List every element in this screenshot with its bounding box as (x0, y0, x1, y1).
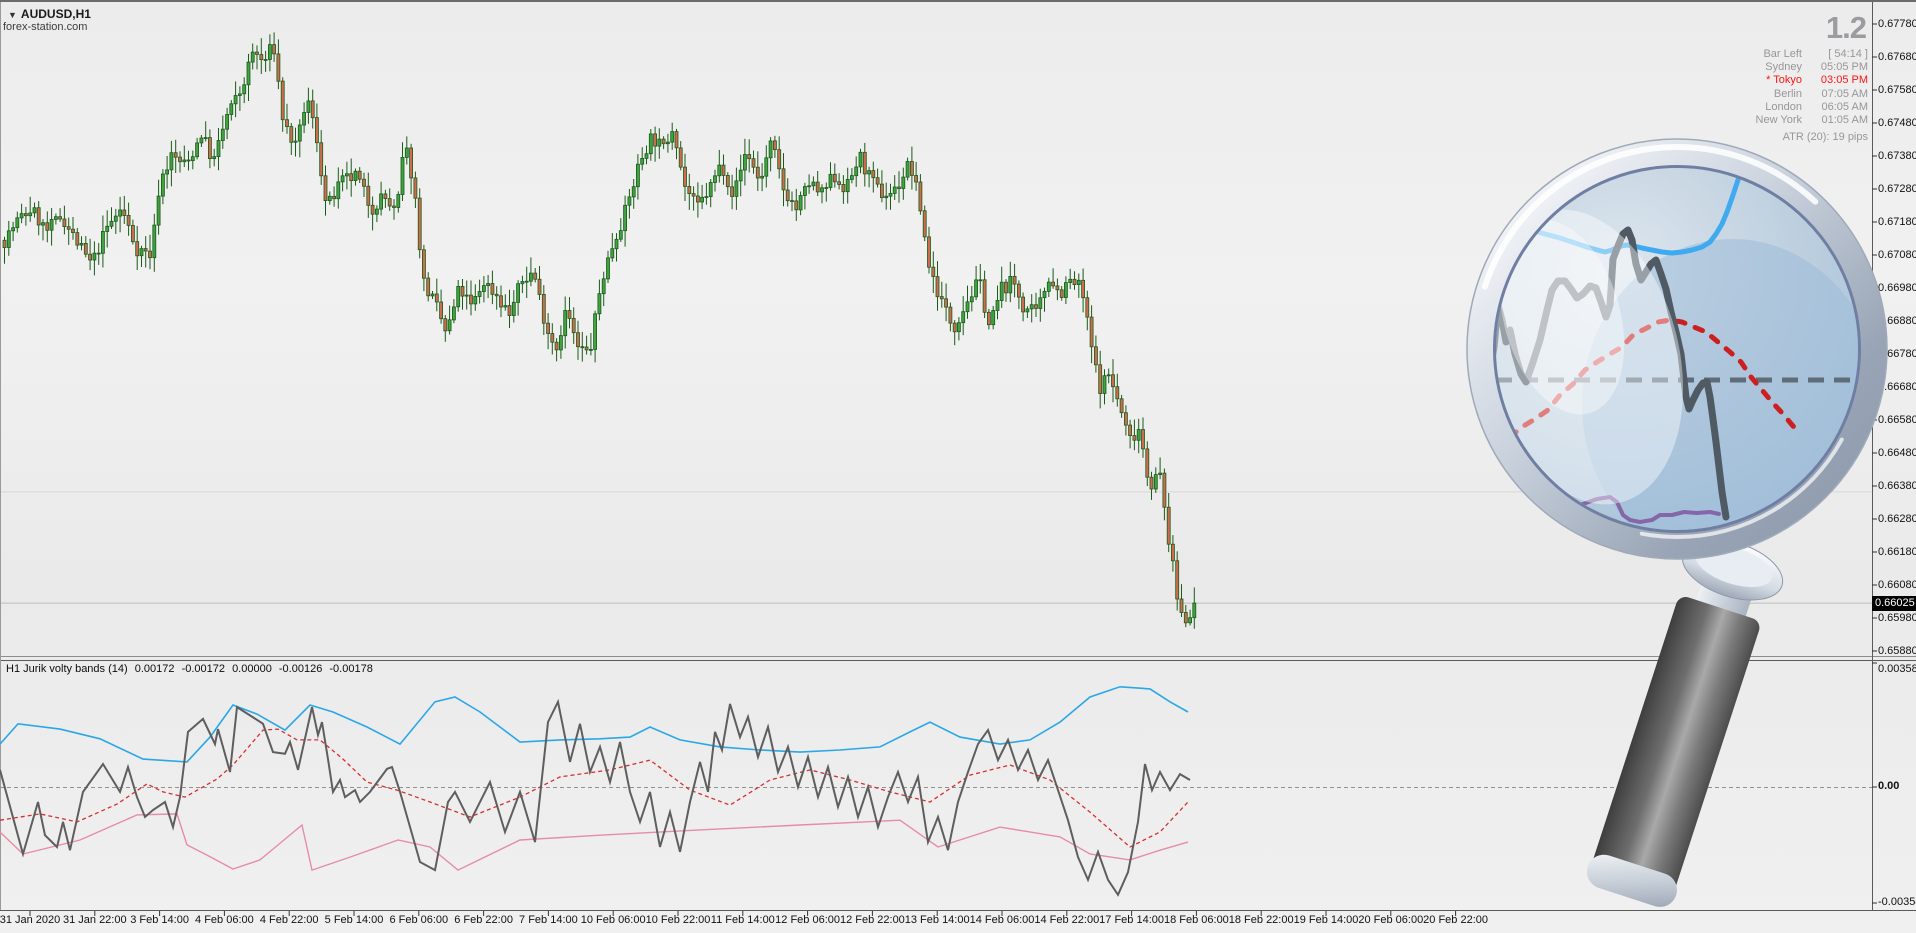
price-axis-label: 0.67680 (1878, 50, 1916, 63)
time-axis-label: 18 Feb 06:00 (1163, 914, 1229, 926)
time-axis-label: 19 Feb 14:00 (1293, 914, 1359, 926)
price-axis-label: 0.66080 (1878, 578, 1916, 591)
symbol-period-label: AUDUSD,H1 (20, 7, 91, 21)
time-axis-label: 4 Feb 22:00 (259, 914, 319, 926)
indicator-value-0: 0.00172 (134, 663, 175, 675)
price-axis-label: 0.66580 (1878, 413, 1916, 426)
price-axis-label: 0.66680 (1878, 380, 1916, 393)
indicator-axis-zero: 0.00 (1878, 780, 1900, 792)
indicator-value-4: -0.00178 (329, 663, 373, 675)
price-axis-label: 0.67280 (1878, 182, 1916, 195)
session-row-sydney: Sydney 05:05 PM (1765, 61, 1868, 74)
price-axis-label: 0.67080 (1878, 248, 1916, 261)
time-axis-label: 31 Jan 2020 (0, 914, 61, 926)
timeframe-watermark: 1.2 (1825, 10, 1867, 45)
session-row-london: London 06:05 AM (1765, 100, 1868, 113)
indicator-title: H1 Jurik volty bands (14) (6, 663, 128, 675)
time-axis-label: 7 Feb 14:00 (519, 914, 578, 926)
time-axis-label: 13 Feb 14:00 (904, 914, 970, 926)
upper-band-line (0, 685, 1189, 763)
time-axis-label: 4 Feb 06:00 (195, 914, 254, 926)
price-axis-label: 0.67180 (1878, 215, 1916, 228)
chart-symbol-dropdown-arrow-icon[interactable]: ▼ (8, 10, 17, 20)
time-axis-label: 11 Feb 14:00 (710, 914, 775, 926)
price-axis-label: 0.66180 (1878, 545, 1916, 558)
site-watermark: forex-station.com (3, 21, 88, 33)
session-row-tokyo: * Tokyo 03:05 PM (1766, 74, 1868, 87)
time-axis-label: 6 Feb 06:00 (389, 914, 449, 926)
time-axis-label: 14 Feb 22:00 (1034, 914, 1100, 926)
session-row-newyork: New York 01:05 AM (1755, 114, 1868, 127)
indicator-title-row: H1 Jurik volty bands (14) 0.00172 -0.001… (6, 663, 377, 675)
time-axis-label: 17 Feb 14:00 (1099, 914, 1165, 926)
session-row-barleft: Bar Left[ 54:14 ] (1763, 48, 1868, 60)
indicator-axis-max: 0.00358 (1878, 663, 1916, 675)
indicator-value-1: -0.00172 (181, 663, 225, 675)
indicator-axis-min: -0.00358 (1878, 896, 1916, 908)
indicator-value-2: 0.00000 (232, 663, 272, 675)
lower-band-line (0, 813, 1189, 872)
price-axis-label: 0.66380 (1878, 479, 1916, 492)
time-axis-label: 3 Feb 14:00 (130, 914, 189, 926)
indicator-value-3: -0.00126 (278, 663, 323, 675)
price-axis-label: 0.66880 (1878, 314, 1916, 327)
price-axis-label: 0.66980 (1878, 281, 1916, 294)
price-axis-label: 0.66480 (1878, 446, 1916, 459)
price-axis-label: 0.67780 (1878, 17, 1916, 30)
time-axis-label: 12 Feb 06:00 (775, 914, 841, 926)
time-axis-label: 18 Feb 22:00 (1228, 914, 1294, 926)
current-price-badge: 0.66025 (1872, 596, 1916, 611)
time-axis-label: 20 Feb 22:00 (1423, 914, 1489, 926)
session-row-berlin: Berlin 07:05 AM (1773, 87, 1868, 100)
candles-layer (2, 32, 1197, 629)
time-axis-label: 10 Feb 06:00 (580, 914, 646, 926)
chart-symbol-title: ▼ AUDUSD,H1 (8, 7, 91, 21)
time-axis-label: 31 Jan 22:00 (62, 914, 127, 926)
time-axis-label: 5 Feb 14:00 (324, 914, 384, 926)
atr-readout: ATR (20): 19 pips (1782, 131, 1868, 143)
time-axis-label: 10 Feb 22:00 (645, 914, 711, 926)
price-axis-label: 0.67580 (1878, 83, 1916, 96)
price-axis-label: 0.66780 (1878, 347, 1916, 360)
price-axis-label: 0.67480 (1878, 116, 1916, 129)
signal-dashed-line (0, 728, 1189, 848)
indicator-lines-layer (0, 685, 1191, 897)
price-axis-label: 0.65880 (1878, 644, 1916, 657)
time-axis-label: 14 Feb 06:00 (969, 914, 1035, 926)
jurik-main-line (0, 698, 1191, 897)
price-axis-label: 0.67380 (1878, 149, 1916, 162)
time-axis-label: 6 Feb 22:00 (454, 914, 513, 926)
price-axis-label: 0.66280 (1878, 512, 1916, 525)
time-axis-label: 20 Feb 06:00 (1358, 914, 1424, 926)
market-sessions-panel: Bar Left[ 54:14 ] Sydney 05:05 PM * Tokyo… (1722, 48, 1868, 127)
time-axis-label: 12 Feb 22:00 (839, 914, 905, 926)
price-axis-label: 0.65980 (1878, 611, 1916, 624)
